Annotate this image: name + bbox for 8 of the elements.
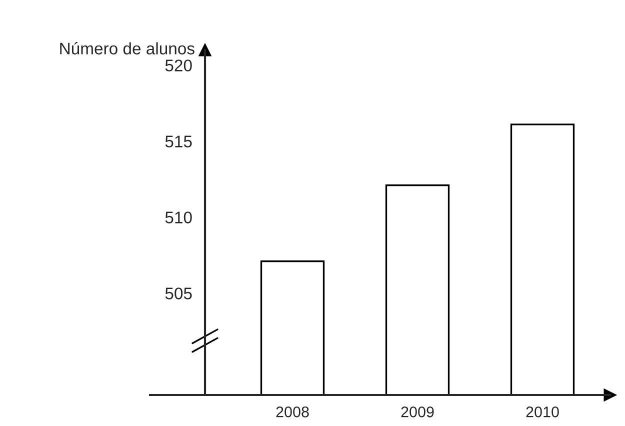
y-axis-title: Número de alunos <box>60 42 194 54</box>
y-tick-label: 520 <box>165 60 192 72</box>
y-tick-label: 505 <box>165 288 192 300</box>
x-tick-label: 2008 <box>276 406 309 418</box>
x-tick-label: 2009 <box>401 406 434 418</box>
x-tick-label: 2010 <box>526 406 559 418</box>
y-tick-label: 515 <box>165 136 192 148</box>
y-tick-label: 510 <box>165 212 192 224</box>
